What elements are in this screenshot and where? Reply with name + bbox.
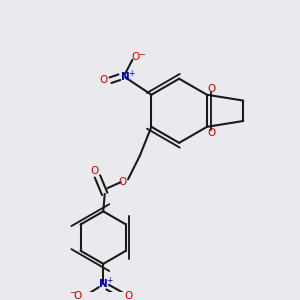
Text: O: O: [99, 75, 107, 85]
Text: N: N: [121, 72, 130, 82]
Text: −: −: [69, 288, 76, 297]
Text: O: O: [207, 84, 215, 94]
Text: +: +: [128, 69, 135, 78]
Text: −: −: [138, 50, 145, 59]
Text: O: O: [125, 291, 133, 300]
Text: O: O: [207, 128, 215, 138]
Text: +: +: [106, 276, 113, 285]
Text: O: O: [118, 177, 126, 187]
Text: O: O: [131, 52, 140, 62]
Text: O: O: [90, 166, 99, 176]
Text: O: O: [74, 291, 82, 300]
Text: N: N: [99, 279, 108, 289]
